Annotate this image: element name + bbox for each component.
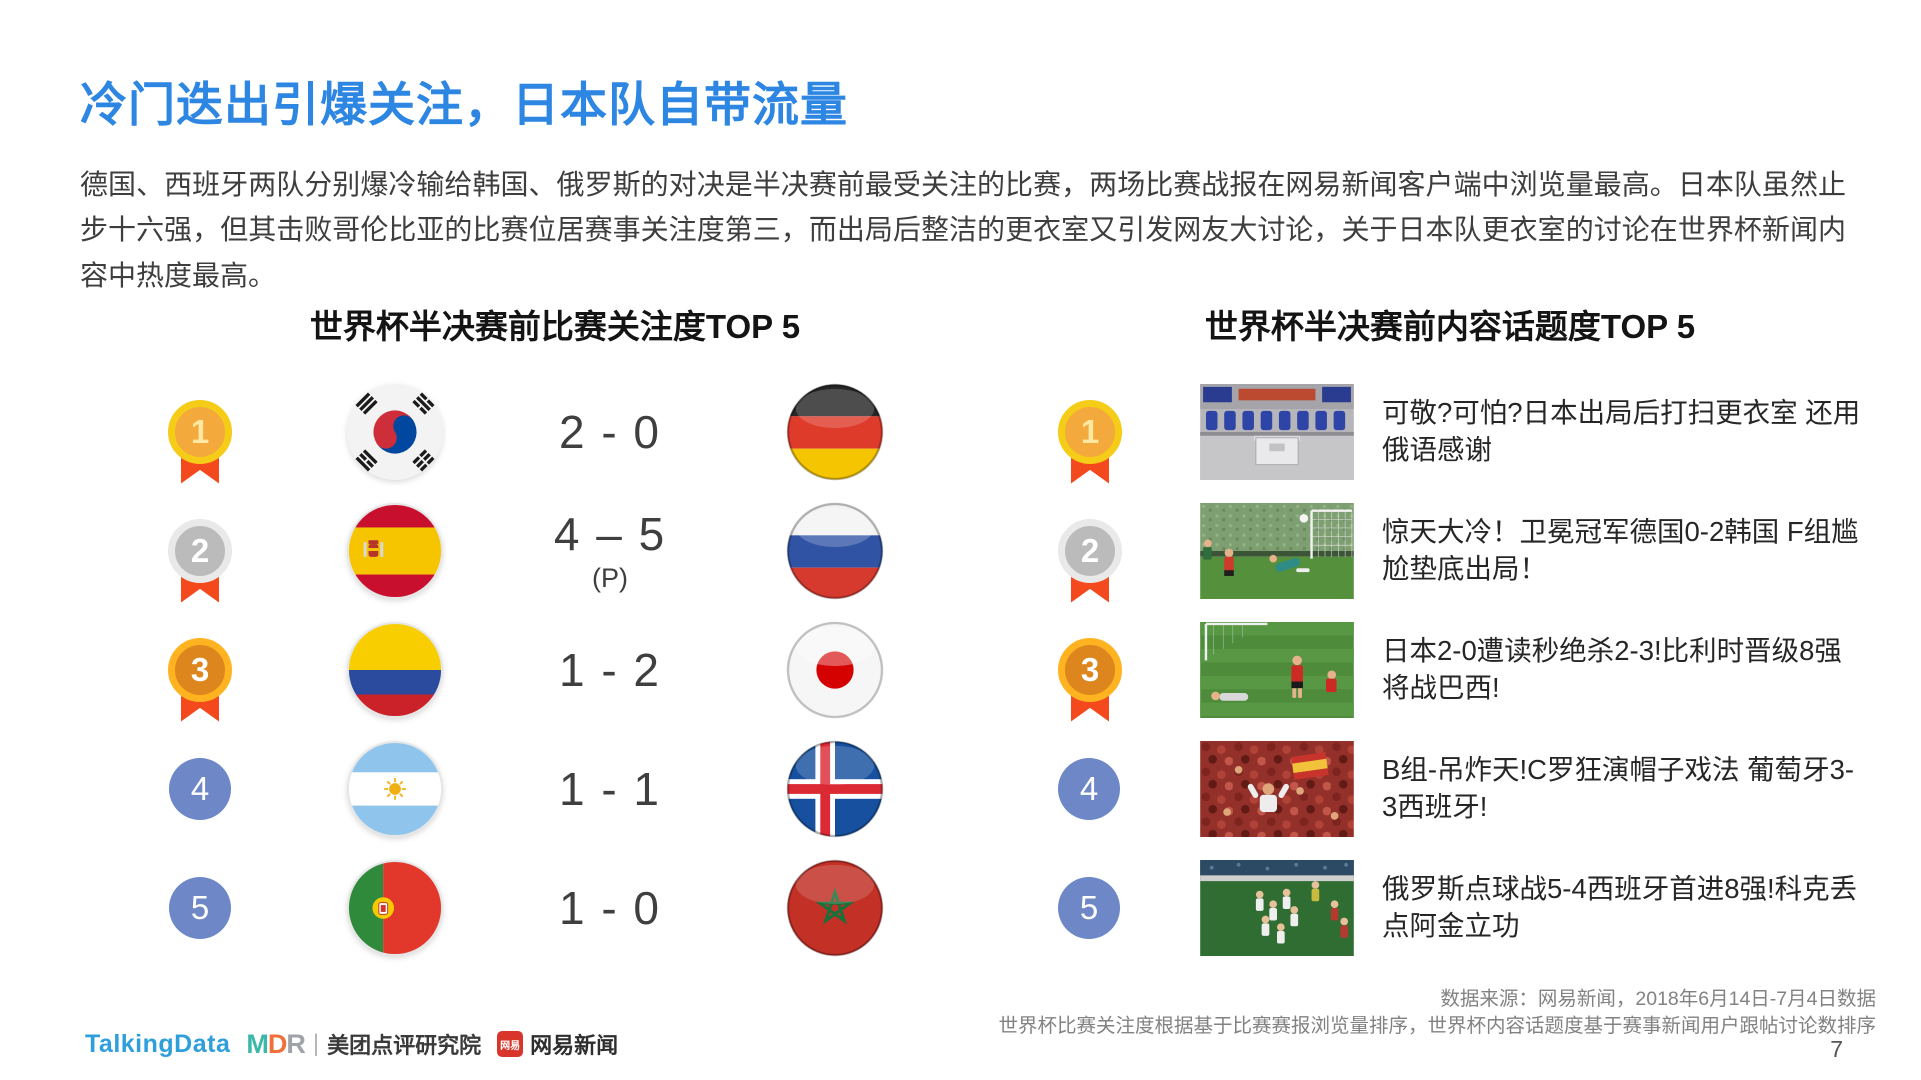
match-score: 4 – 5 (P): [553, 508, 667, 593]
rank-number: 1: [168, 399, 232, 464]
rank-3-medal-icon: 3: [1058, 637, 1122, 722]
match-row: 2 4 – 5: [100, 491, 940, 610]
rank-2-medal-icon: 2: [168, 518, 232, 603]
match-score: 1 - 1: [558, 762, 662, 815]
rank-number: 3: [168, 637, 232, 702]
match-panel-title: 世界杯半决赛前比赛关注度TOP 5: [309, 308, 801, 345]
rank-4-badge: 4: [169, 757, 231, 820]
argentina-flag-icon: [346, 740, 444, 837]
source-line-2: 世界杯比赛关注度根据基于比赛赛报浏览量排序，世界杯内容话题度基于赛事新闻用户跟帖…: [998, 1014, 1876, 1037]
match-score: 2 - 0: [558, 405, 662, 458]
japan-flag-icon: [786, 621, 884, 718]
netease-news-logo: 网易 网易新闻: [497, 1028, 618, 1060]
portugal-spain-fans-thumbnail: [1200, 740, 1354, 837]
data-source-note: 数据来源：网易新闻，2018年6月14日-7月4日数据 世界杯比赛关注度根据基于…: [998, 986, 1876, 1040]
news-item: 1 可敬?可怕?日本出局后打扫更衣室 还用: [1058, 372, 1864, 491]
match-ranking-table: 1 2 - 0: [100, 372, 940, 967]
russia-flag-icon: [786, 502, 884, 599]
spain-flag-icon: [346, 502, 444, 599]
rank-number: 2: [1058, 518, 1122, 583]
logo-divider: |: [312, 1030, 320, 1057]
news-headline: 俄罗斯点球战5-4西班牙首进8强!科克丢点阿金立功: [1382, 872, 1858, 941]
locker-room-thumbnail: [1200, 383, 1354, 480]
germany-flag-icon: [786, 383, 884, 480]
rank-number: 2: [168, 518, 232, 583]
match-row: 5 1 - 0: [100, 848, 940, 967]
talkingdata-logo: TalkingData: [85, 1029, 231, 1058]
iceland-flag-icon: [786, 740, 884, 837]
russia-spain-penalty-thumbnail: [1200, 859, 1354, 956]
rank-1-medal-icon: 1: [1058, 399, 1122, 484]
match-row: 3 1 - 2: [100, 610, 940, 729]
source-line-1: 数据来源：网易新闻，2018年6月14日-7月4日数据: [1440, 988, 1876, 1010]
news-item: 3: [1058, 610, 1864, 729]
rank-number: 3: [1058, 637, 1122, 702]
penalty-note: (P): [592, 563, 628, 593]
mdr-logo: MDR: [246, 1028, 305, 1059]
morocco-flag-icon: [786, 859, 884, 956]
match-score: 1 - 2: [558, 643, 662, 696]
page-title: 冷门迭出引爆关注，日本队自带流量: [80, 78, 848, 131]
news-item: 5 俄罗斯点球战5-4西班牙首进8强!科克丢点阿金立功: [1058, 848, 1864, 967]
match-row: 1 2 - 0: [100, 372, 940, 491]
germany-korea-goal-thumbnail: [1200, 502, 1354, 599]
news-headline: 可敬?可怕?日本出局后打扫更衣室 还用俄语感谢: [1382, 396, 1861, 465]
colombia-flag-icon: [346, 621, 444, 718]
rank-4-badge: 4: [1058, 757, 1120, 820]
rank-number: 1: [1058, 399, 1122, 464]
netease-badge-icon: 网易: [497, 1031, 524, 1057]
rank-2-medal-icon: 2: [1058, 518, 1122, 603]
news-item: 2: [1058, 491, 1864, 610]
summary-paragraph: 德国、西班牙两队分别爆冷输给韩国、俄罗斯的对决是半决赛前最受关注的比赛，两场比赛…: [80, 169, 1846, 291]
rank-1-medal-icon: 1: [168, 399, 232, 484]
news-ranking-list: 1 可敬?可怕?日本出局后打扫更衣室 还用: [1058, 372, 1864, 967]
topic-panel-title: 世界杯半决赛前内容话题度TOP 5: [1204, 308, 1696, 345]
match-score: 1 - 0: [558, 881, 662, 934]
portugal-flag-icon: [346, 859, 444, 956]
logo-bar: TalkingData MDR | 美团点评研究院 网易 网易新闻: [85, 1028, 618, 1060]
news-item: 4: [1058, 729, 1864, 848]
south-korea-flag-icon: [346, 383, 444, 480]
news-headline: 惊天大冷！卫冕冠军德国0-2韩国 F组尴尬垫底出局！: [1382, 515, 1859, 584]
meituan-dianping-institute-logo: 美团点评研究院: [327, 1033, 482, 1058]
page-number: 7: [1830, 1036, 1843, 1062]
news-headline: 日本2-0遭读秒绝杀2-3!比利时晋级8强将战巴西!: [1382, 634, 1842, 703]
rank-5-badge: 5: [169, 876, 231, 939]
rank-5-badge: 5: [1058, 876, 1120, 939]
japan-belgium-thumbnail: [1200, 621, 1354, 718]
rank-3-medal-icon: 3: [168, 637, 232, 722]
match-row: 4 1 - 1: [100, 729, 940, 848]
news-headline: B组-吊炸天!C罗狂演帽子戏法 葡萄牙3-3西班牙!: [1382, 753, 1855, 822]
